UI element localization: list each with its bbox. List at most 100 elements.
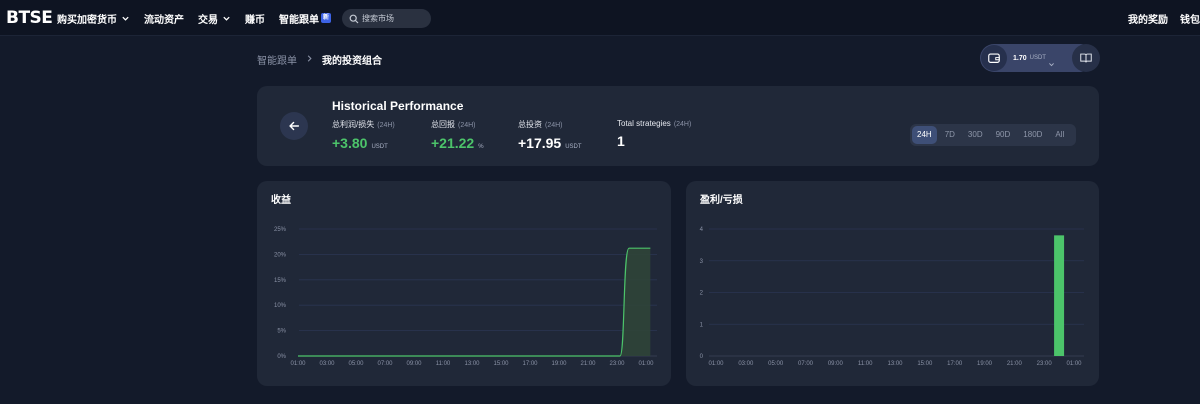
x-tick-label: 05:00: [348, 361, 364, 367]
pnl-chart: 0 1 2 3 4 01:00 03:00 05:00 07:00 09:00 11:00 13:00…: [700, 227, 1084, 367]
y-tick-label: 0%: [277, 354, 286, 360]
range-tab-7d[interactable]: 7D: [944, 130, 955, 139]
x-tick-label: 23:00: [1037, 361, 1053, 367]
chevron-down-icon: [222, 14, 231, 23]
x-tick-label: 07:00: [377, 361, 393, 367]
range-tab-90d[interactable]: 90D: [995, 130, 1011, 139]
performance-title: Historical Performance: [332, 99, 464, 113]
x-tick-label: 09:00: [406, 361, 422, 367]
top-nav: BTSE 购买加密货币 流动资产 交易 赚币 智能跟单 新 更多: [0, 0, 1200, 36]
nav-item-label: 智能跟单: [279, 14, 319, 26]
x-tick-label: 21:00: [580, 361, 596, 367]
chart-title: 盈利/亏损: [700, 195, 743, 206]
search-input[interactable]: 搜索市场: [342, 9, 431, 28]
wallet-icon: [981, 45, 1007, 71]
x-tick-label: 19:00: [977, 361, 993, 367]
x-tick-label: 01:00: [290, 361, 306, 367]
logo[interactable]: BTSE: [6, 8, 53, 28]
search-icon: [349, 14, 359, 24]
chevron-down-icon: [1048, 55, 1055, 66]
search-placeholder: 搜索市场: [362, 14, 394, 23]
y-tick-label: 25%: [274, 227, 287, 233]
returns-chart-card: 收益 0% 5% 10% 15% 20% 25% 01:00 03:00 05:00 07:00 0…: [257, 181, 671, 386]
x-tick-label: 03:00: [319, 361, 335, 367]
stat-label: 总回报: [431, 120, 455, 129]
x-tick-label: 23:00: [609, 361, 625, 367]
nav-item-liquidity[interactable]: 流动资产: [144, 11, 184, 26]
stat-total-return: 总回报 (24H) +21.22 %: [431, 119, 484, 151]
nav-item-rewards[interactable]: 我的奖励: [1128, 14, 1168, 26]
guide-button[interactable]: [1072, 44, 1100, 72]
x-tick-label: 03:00: [738, 361, 754, 367]
y-tick-label: 5%: [277, 329, 286, 335]
range-tab-30d[interactable]: 30D: [967, 130, 983, 139]
breadcrumb-parent[interactable]: 智能跟单: [257, 56, 297, 67]
stat-value: 1: [617, 133, 625, 149]
nav-item-label: 流动资产: [144, 14, 184, 26]
range-tab-24h[interactable]: 24H: [912, 126, 937, 144]
nav-item-wallet[interactable]: 钱包: [1180, 14, 1200, 26]
returns-line: [298, 247, 651, 357]
x-tick-label: 09:00: [828, 361, 844, 367]
x-tick-label: 11:00: [858, 361, 873, 367]
x-tick-label: 05:00: [768, 361, 784, 367]
stat-unit: USDT: [371, 144, 388, 150]
pnl-bar: [1054, 235, 1065, 356]
x-tick-label: 11:00: [436, 361, 451, 367]
y-tick-label: 20%: [274, 252, 287, 258]
breadcrumb-current: 我的投资组合: [322, 56, 382, 67]
nav-item-earn[interactable]: 赚币: [245, 11, 265, 26]
stat-label: Total strategies: [617, 119, 671, 128]
y-tick-label: 15%: [274, 278, 287, 284]
nav-item-copy-trading[interactable]: 智能跟单 新: [279, 11, 331, 26]
new-badge: 新: [321, 13, 331, 23]
nav-item-buy-crypto[interactable]: 购买加密货币: [57, 11, 130, 26]
stat-label: 总利润/损失: [332, 120, 375, 129]
stat-total-investment: 总投资 (24H) +17.95 USDT: [518, 119, 582, 151]
y-tick-label: 1: [700, 322, 704, 328]
x-tick-label: 01:00: [1066, 361, 1082, 367]
stat-period: (24H): [458, 122, 476, 129]
nav-item-trade[interactable]: 交易: [198, 11, 231, 26]
breadcrumb: 智能跟单 我的投资组合: [257, 52, 382, 67]
stat-unit: %: [478, 144, 484, 150]
returns-chart: 0% 5% 10% 15% 20% 25% 01:00 03:00 05:00 07:00 09:0…: [274, 227, 657, 367]
performance-card: Historical Performance 总利润/损失 (24H) +3.80…: [257, 86, 1099, 166]
y-tick-label: 4: [700, 227, 704, 233]
wallet-unit: USDT: [1029, 55, 1046, 61]
y-tick-label: 2: [700, 291, 704, 297]
x-tick-label: 15:00: [493, 361, 509, 367]
x-tick-label: 17:00: [947, 361, 963, 367]
y-tick-label: 10%: [274, 303, 287, 309]
book-icon: [1079, 51, 1093, 65]
x-tick-label: 15:00: [917, 361, 933, 367]
x-tick-label: 01:00: [638, 361, 654, 367]
wallet-amount: 1.70: [1013, 54, 1027, 62]
range-tab-all[interactable]: All: [1055, 130, 1065, 139]
nav-item-label: 购买加密货币: [57, 14, 117, 26]
chart-title: 收益: [271, 195, 291, 206]
x-tick-label: 19:00: [551, 361, 567, 367]
x-tick-label: 17:00: [522, 361, 538, 367]
stat-value: +3.80: [332, 135, 368, 151]
back-button[interactable]: [280, 112, 308, 140]
x-tick-label: 13:00: [887, 361, 903, 367]
nav-right: 我的奖励 钱包: [1116, 0, 1200, 36]
x-tick-label: 13:00: [464, 361, 480, 367]
y-tick-label: 0: [700, 354, 704, 360]
stat-period: (24H): [673, 121, 692, 128]
stat-value: +17.95: [518, 135, 562, 151]
stat-period: (24H): [545, 122, 563, 129]
y-tick-label: 3: [700, 259, 704, 265]
x-tick-label: 01:00: [708, 361, 724, 367]
arrow-left-icon: [287, 119, 301, 133]
stat-value: +21.22: [431, 135, 475, 151]
time-range-tabs: 24H 7D 30D 90D 180D All: [910, 124, 1076, 146]
x-tick-label: 07:00: [798, 361, 814, 367]
chevron-right-icon: [305, 54, 314, 66]
stat-unit: USDT: [565, 144, 582, 150]
range-tab-180d[interactable]: 180D: [1023, 130, 1043, 139]
returns-area: [298, 248, 651, 356]
stat-period: (24H): [377, 122, 395, 129]
x-tick-label: 21:00: [1007, 361, 1023, 367]
